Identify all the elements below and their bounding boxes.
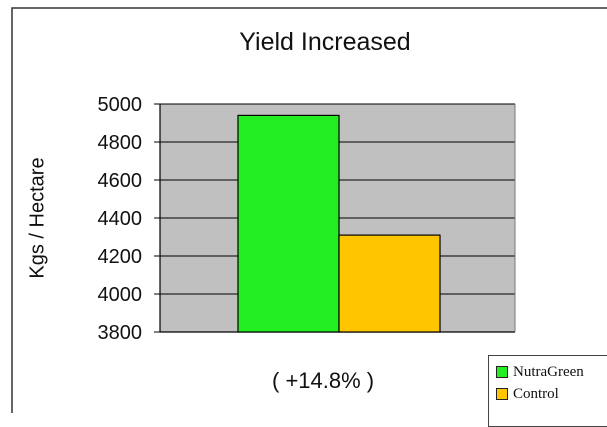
- legend-swatch-nutragreen: [496, 366, 508, 378]
- chart-border: [11, 7, 607, 413]
- legend-swatch-control: [496, 388, 508, 400]
- y-tick-label: 4600: [98, 170, 143, 192]
- y-tick-label: 4800: [98, 132, 143, 154]
- percent-increase-annotation: ( +14.8% ): [272, 368, 375, 393]
- bar-nutragreen: [237, 114, 340, 333]
- legend-item-control: Control: [496, 384, 607, 404]
- legend-item-nutragreen: NutraGreen: [496, 362, 607, 382]
- y-tick-label: 4400: [98, 208, 143, 230]
- chart-legend: NutraGreen Control: [488, 355, 607, 427]
- y-tick-label: 4200: [98, 246, 143, 268]
- chart-plot: 5000 4800 4600 4400 4200 4000 3800: [11, 7, 607, 413]
- y-tick-label: 4000: [98, 284, 143, 306]
- legend-label-nutragreen: NutraGreen: [513, 363, 584, 380]
- legend-label-control: Control: [513, 385, 559, 402]
- y-tick-label: 3800: [98, 322, 143, 344]
- bar-control: [338, 234, 441, 333]
- chart-frame: Yield Increased Kgs / Hectare 5000 4800 46…: [11, 7, 607, 427]
- chart-title: Yield Increased: [239, 28, 411, 56]
- y-tick-label: 5000: [98, 94, 143, 116]
